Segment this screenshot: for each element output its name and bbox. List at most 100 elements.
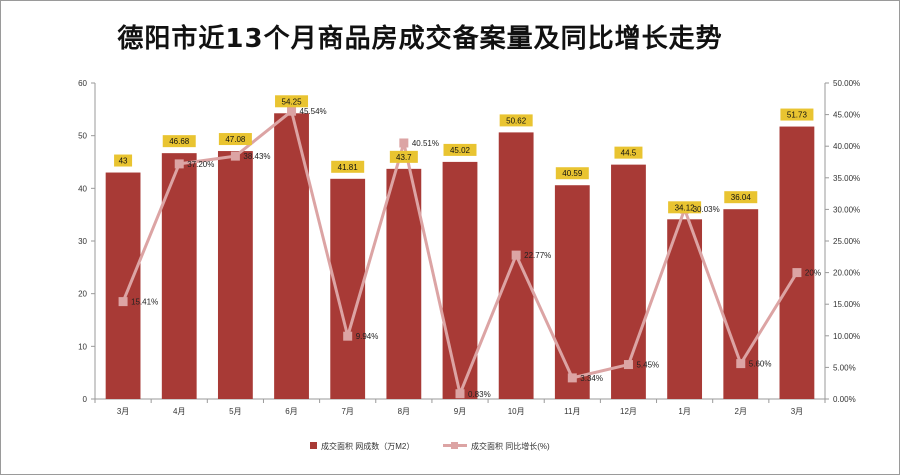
y-right-tick-label: 10.00% xyxy=(833,332,860,341)
y-right-tick-label: 45.00% xyxy=(833,111,860,120)
y-right-tick-label: 50.00% xyxy=(833,79,860,88)
bar xyxy=(498,132,534,399)
bar xyxy=(611,164,646,399)
line-point xyxy=(792,268,802,278)
bar xyxy=(667,219,703,399)
bar-label-box xyxy=(555,167,589,180)
legend-line-marker xyxy=(451,442,458,449)
y-right-tick-label: 25.00% xyxy=(833,237,860,246)
bar-label-box xyxy=(780,108,814,121)
line-value-label: 20% xyxy=(805,269,821,278)
bar-value-label: 45.02 xyxy=(450,146,471,155)
line-point xyxy=(399,138,409,148)
line-value-label: 22.77% xyxy=(524,251,551,260)
bar-value-label: 54.25 xyxy=(282,97,303,106)
chart-legend: 成交面积 网成数（万M2） 成交面积 同比增长(%) xyxy=(310,441,550,451)
line-value-label: 30.03% xyxy=(693,205,720,214)
y-left-tick-label: 50 xyxy=(78,132,87,141)
line-point xyxy=(455,389,465,399)
bar-value-label: 50.62 xyxy=(506,116,527,125)
line-value-label: 9.94% xyxy=(356,332,379,341)
line-value-label: 37.20% xyxy=(187,160,214,169)
line-point xyxy=(511,250,521,260)
bar-label-box xyxy=(668,201,702,214)
legend-bar-label: 成交面积 网成数（万M2） xyxy=(321,441,414,451)
y-right-tick-label: 20.00% xyxy=(833,269,860,278)
y-left-tick-label: 60 xyxy=(78,79,87,88)
line-point xyxy=(287,106,297,116)
line-point xyxy=(174,159,184,169)
x-tick-label: 5月 xyxy=(229,407,241,416)
bar-value-label: 51.73 xyxy=(787,111,808,120)
x-tick-label: 10月 xyxy=(508,407,525,416)
y-right-tick-label: 40.00% xyxy=(833,142,860,151)
bar xyxy=(554,185,590,399)
bar xyxy=(779,126,815,400)
line-value-label: 5.45% xyxy=(636,361,659,370)
bar xyxy=(105,172,141,399)
x-tick-label: 11月 xyxy=(564,407,580,416)
x-tick-label: 2月 xyxy=(735,407,747,416)
bar-label-box xyxy=(275,95,309,108)
legend-line-label: 成交面积 同比增长(%) xyxy=(471,441,550,451)
bar-label-box xyxy=(218,133,252,146)
y-right-tick-label: 5.00% xyxy=(833,363,856,372)
line-value-label: 45.54% xyxy=(300,107,327,116)
x-tick-label: 9月 xyxy=(454,407,466,416)
bar-label-box xyxy=(443,143,477,156)
bar-series xyxy=(105,113,815,400)
line-point xyxy=(343,331,353,341)
y-left-tick-label: 40 xyxy=(78,184,87,193)
y-right-tick-label: 35.00% xyxy=(833,174,860,183)
line-value-label: 40.51% xyxy=(412,139,439,148)
x-tick-label: 1月 xyxy=(678,407,690,416)
bar xyxy=(217,151,253,399)
x-tick-label: 3月 xyxy=(117,407,129,416)
bar-value-label: 41.81 xyxy=(338,163,359,172)
bar xyxy=(442,161,478,399)
bar-value-label: 34.12 xyxy=(675,203,696,212)
line-point xyxy=(230,151,240,161)
line-point xyxy=(623,360,633,370)
bar-value-label: 47.08 xyxy=(225,135,246,144)
x-tick-label: 7月 xyxy=(341,407,353,416)
bar-value-label: 44.5 xyxy=(621,149,637,158)
bar-value-label: 40.59 xyxy=(562,169,583,178)
y-left-tick-label: 20 xyxy=(78,290,87,299)
bar xyxy=(386,168,422,399)
bar-label-box xyxy=(331,160,365,173)
y-left-tick-label: 10 xyxy=(78,342,87,351)
bar-label-box xyxy=(614,146,643,159)
line-point xyxy=(567,373,577,383)
bar-label-box xyxy=(389,150,418,163)
bar-label-box xyxy=(724,191,758,204)
y-right-tick-label: 30.00% xyxy=(833,205,860,214)
bar-label-box xyxy=(114,154,133,167)
data-labels: 43 46.68 47.08 54.25 41.81 43.7 45.02 50.62 40.5… xyxy=(114,95,821,399)
line-point xyxy=(736,359,746,369)
x-tick-label: 3月 xyxy=(791,407,803,416)
bar-value-label: 43 xyxy=(119,157,128,166)
bar-label-box xyxy=(162,135,196,148)
line-point xyxy=(118,297,128,307)
bar-value-label: 43.7 xyxy=(396,153,412,162)
bar-value-label: 46.68 xyxy=(169,137,190,146)
y-right-tick-label: 0.00% xyxy=(833,395,856,404)
y-left-tick-label: 30 xyxy=(78,237,87,246)
x-tick-label: 8月 xyxy=(398,407,410,416)
x-tick-label: 4月 xyxy=(173,407,185,416)
legend-bar-swatch xyxy=(310,442,317,449)
line-value-label: 0.83% xyxy=(468,390,491,399)
x-tick-label: 12月 xyxy=(620,407,637,416)
line-value-label: 3.34% xyxy=(580,374,603,383)
y-right-tick-label: 15.00% xyxy=(833,300,860,309)
line-value-label: 5.60% xyxy=(749,360,772,369)
line-value-label: 15.41% xyxy=(131,298,158,307)
bar xyxy=(723,209,759,399)
line-value-label: 38.43% xyxy=(243,152,270,161)
x-tick-label: 6月 xyxy=(285,407,297,416)
y-left-tick-label: 0 xyxy=(83,395,88,404)
bar-value-label: 36.04 xyxy=(731,193,752,202)
chart-title: 德阳市近13个月商品房成交备案量及同比增长走势 xyxy=(117,24,723,54)
